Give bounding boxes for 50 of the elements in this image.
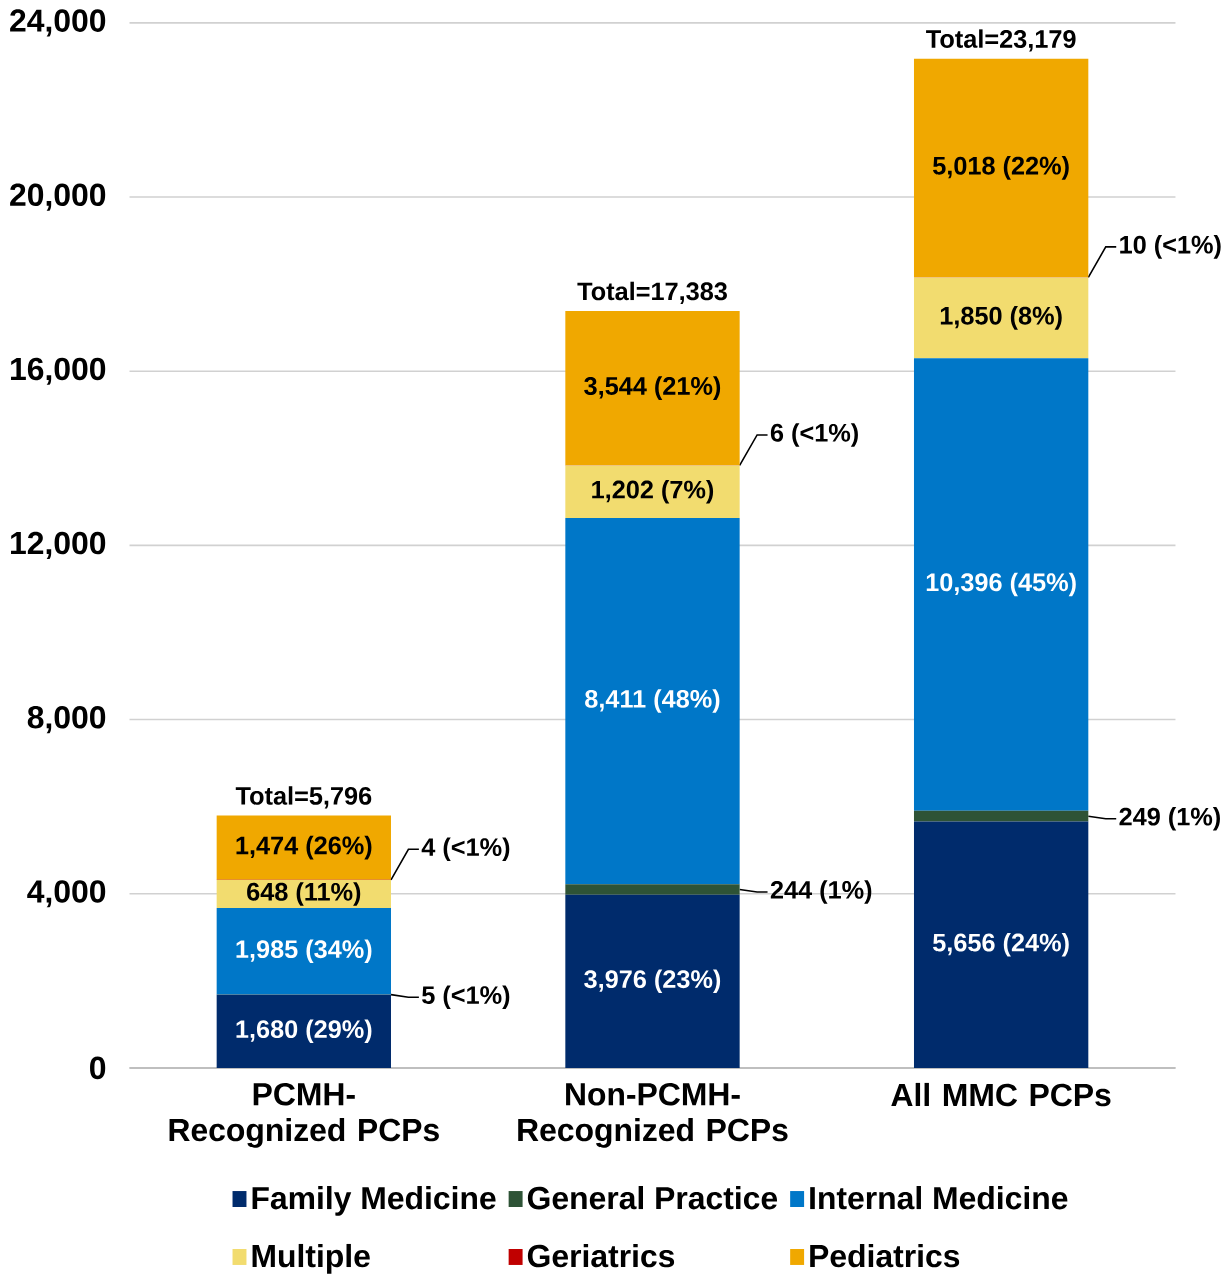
y-tick-label: 24,000: [10, 9, 106, 37]
y-tick-label: 8,000: [27, 705, 106, 734]
bar: [565, 311, 740, 466]
bar: [565, 884, 740, 895]
bar: [914, 277, 1089, 359]
legend-label: Geriatrics: [527, 1243, 675, 1268]
y-tick-label: 4,000: [27, 880, 106, 908]
bar: [216, 994, 392, 1068]
y-tick-label: 12,000: [11, 531, 106, 559]
data-label: 1,985 (34%): [236, 939, 372, 964]
data-label: 5,018 (22%): [933, 156, 1069, 180]
bar: [914, 810, 1089, 822]
legend-label: General Practice: [527, 1185, 778, 1210]
legend-label: Internal Medicine: [810, 1185, 1068, 1210]
legend-label: Multiple: [252, 1243, 370, 1274]
data-label: 4 (<1%): [421, 837, 510, 862]
data-label: 10 (<1%): [1120, 235, 1221, 259]
bar: [216, 908, 392, 995]
x-tick-label: PCMH-Recognized PCPs: [169, 1082, 439, 1148]
bar: [914, 358, 1089, 811]
bar: [216, 815, 392, 880]
x-tick-label: Non-PCMH-Recognized PCPs: [518, 1082, 788, 1148]
total-label: Total=5,796: [235, 786, 372, 809]
data-label: 5,656 (24%): [933, 932, 1069, 957]
data-label: 249 (1%): [1119, 807, 1220, 831]
bar: [565, 894, 740, 1068]
data-label: 6 (<1%): [770, 423, 858, 447]
data-label: 3,544 (21%): [584, 376, 721, 400]
data-label: 5 (<1%): [422, 985, 510, 1010]
y-tick-label: 16,000: [11, 357, 106, 385]
y-tick-label: 20,000: [10, 183, 106, 211]
total-label: Total=23,179: [926, 29, 1076, 52]
data-label: 10,396 (45%): [926, 572, 1076, 597]
bar: [565, 517, 740, 885]
data-label: 8,411 (48%): [585, 689, 720, 713]
bar: [565, 465, 740, 518]
legend-label: Pediatrics: [810, 1243, 960, 1268]
data-label: 1,474 (26%): [236, 835, 372, 860]
data-label: 1,202 (7%): [592, 479, 714, 504]
data-label: 1,680 (29%): [236, 1019, 372, 1044]
data-label: 244 (1%): [770, 880, 872, 904]
data-label: 1,850 (8%): [940, 306, 1062, 330]
bar: [914, 58, 1089, 278]
total-label: Total=17,383: [577, 281, 727, 304]
x-tick-label: All MMC PCPs: [891, 1082, 1111, 1107]
data-label: 648 (11%): [247, 882, 361, 906]
data-label: 3,976 (23%): [584, 969, 721, 994]
y-tick-label: 0: [90, 1056, 106, 1080]
bar: [914, 821, 1089, 1068]
legend-label: Family Medicine: [252, 1185, 496, 1216]
